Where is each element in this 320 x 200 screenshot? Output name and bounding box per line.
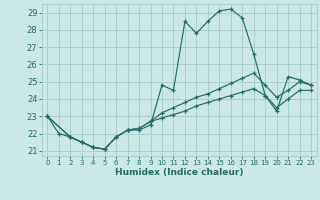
X-axis label: Humidex (Indice chaleur): Humidex (Indice chaleur) bbox=[115, 168, 244, 177]
